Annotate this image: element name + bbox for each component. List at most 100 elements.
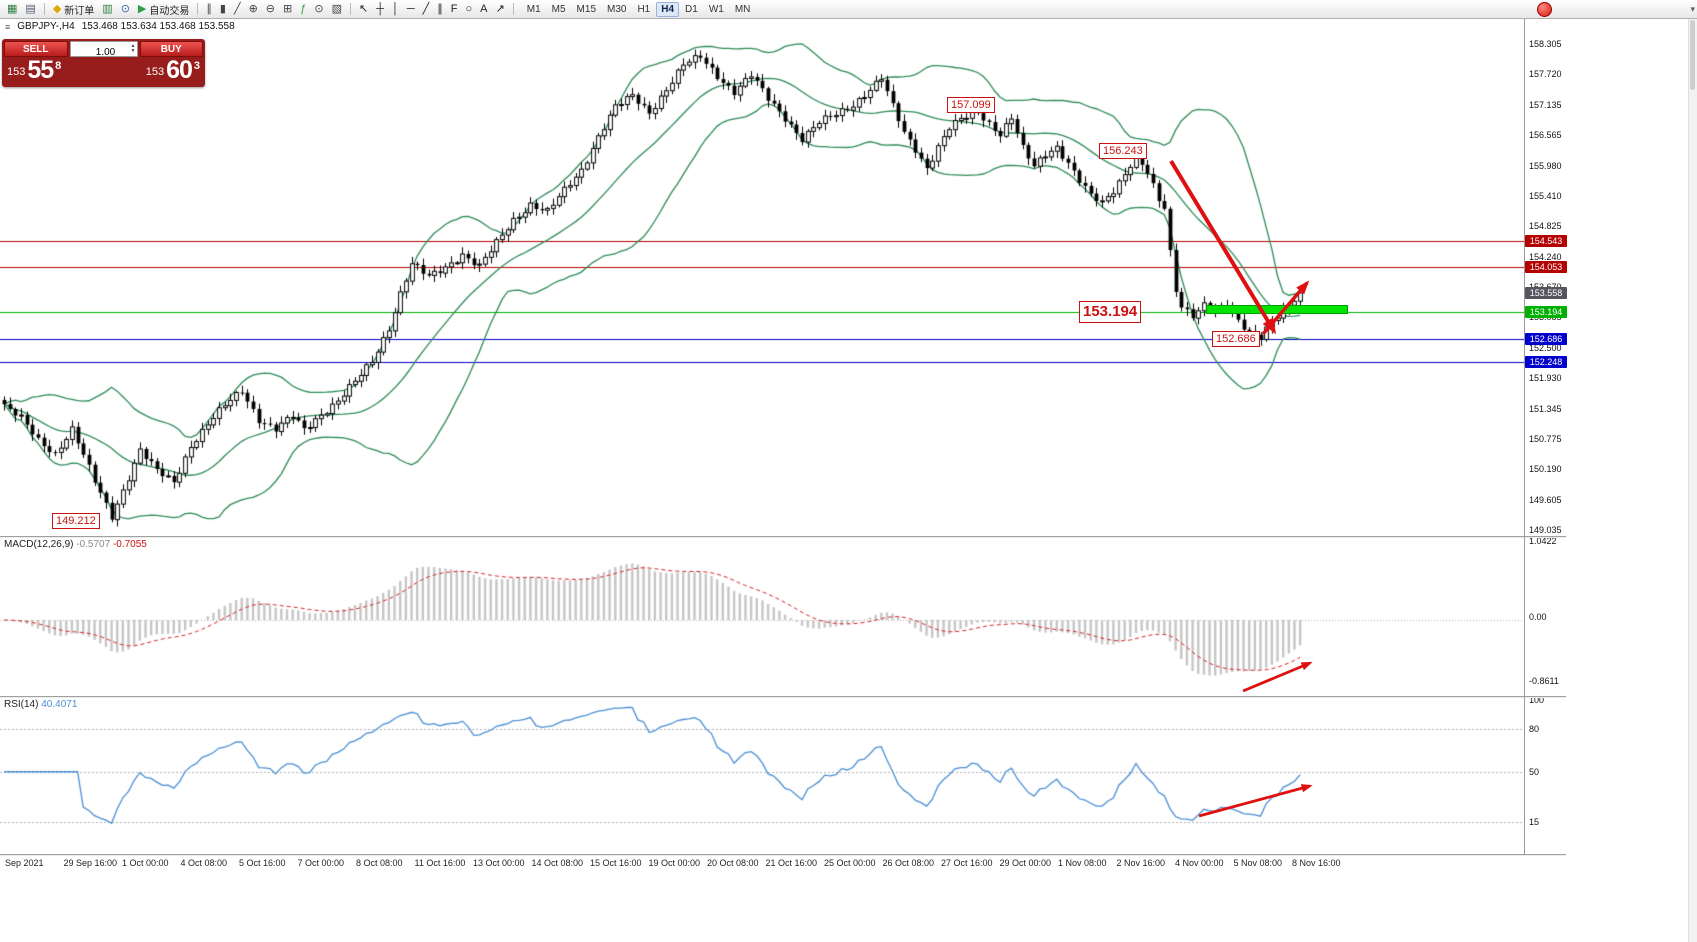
time-axis-label: 4 Oct 08:00 <box>180 858 228 868</box>
chart-line-icon: ╱ <box>233 2 241 15</box>
buy-price[interactable]: 153 60 3 <box>146 58 200 83</box>
time-axis-separator <box>0 854 1566 855</box>
chart-line-button[interactable]: ╱ <box>230 0 245 18</box>
time-axis-label: 1 Nov 08:00 <box>1058 858 1107 868</box>
text-icon: A <box>480 2 488 15</box>
tile-windows-button[interactable]: ⊞ <box>279 0 296 18</box>
crosshair-button[interactable]: ┼ <box>372 0 388 18</box>
vertical-scrollbar[interactable] <box>1688 18 1697 942</box>
chart-bars-icon: ∥ <box>206 2 212 15</box>
new-chart-button[interactable]: ▦ <box>3 0 21 18</box>
spinner-down-icon[interactable]: ▼ <box>130 48 136 54</box>
new-chart-icon: ▦ <box>7 2 18 15</box>
toolbar-separator <box>43 3 45 15</box>
rsi-axis-tick: 15 <box>1529 816 1540 827</box>
timeframe-mn-button[interactable]: MN <box>734 3 751 15</box>
trendline-icon: ╱ <box>422 2 430 15</box>
scrollbar-thumb[interactable] <box>1690 20 1695 90</box>
macd-signal-value: -0.7055 <box>112 539 147 550</box>
macd-name: MACD(12,26,9) <box>4 539 74 550</box>
chart-candles-icon: ▮ <box>219 2 226 15</box>
price-axis-tick: 157.135 <box>1529 99 1562 110</box>
pane-separator[interactable] <box>0 536 1566 537</box>
rsi-pane-canvas[interactable] <box>0 697 1524 854</box>
chart-bars-button[interactable]: ∥ <box>202 0 216 18</box>
volume-spinner[interactable]: ▲ ▼ <box>131 42 136 56</box>
arrows-tool-button[interactable]: ↗ <box>492 0 509 18</box>
time-axis-label: 25 Oct 00:00 <box>824 858 876 868</box>
macd-indicator-label: MACD(12,26,9) -0.5707 -0.7055 <box>4 539 147 550</box>
navigator-icon: ⊙ <box>120 2 130 15</box>
buy-price-sup: 3 <box>193 60 200 72</box>
zoom-out-icon: ⊖ <box>265 2 275 15</box>
toolbar-overflow-icon[interactable]: ▾ <box>1690 4 1695 14</box>
trendline-button[interactable]: ╱ <box>419 0 434 18</box>
horizontal-line-button[interactable]: ─ <box>403 0 419 18</box>
time-axis-label: 2 Nov 16:00 <box>1116 858 1166 868</box>
fibonacci-button[interactable]: F <box>447 0 462 18</box>
macd-pane-canvas[interactable] <box>0 537 1524 696</box>
tile-windows-icon: ⊞ <box>283 2 293 15</box>
time-axis-label: 29 Sep 16:00 <box>63 858 118 868</box>
toolbar-separator <box>349 3 351 15</box>
new-order-button[interactable]: ◆ 新订单 <box>49 0 98 18</box>
price-annotation-label[interactable]: 153.194 <box>1079 301 1142 323</box>
sell-price[interactable]: 153 55 8 <box>7 58 61 83</box>
autotrading-button[interactable]: ▶ 自动交易 <box>134 0 193 18</box>
timeframe-m15-button[interactable]: M15 <box>576 3 596 15</box>
market-watch-button[interactable]: ▥ <box>98 0 116 18</box>
timeframe-h4-button[interactable]: H4 <box>656 1 680 17</box>
time-axis-label: 29 Oct 00:00 <box>999 858 1052 868</box>
shapes-button[interactable]: ○ <box>462 0 477 18</box>
timeframe-w1-button[interactable]: W1 <box>708 3 724 15</box>
time-axis-label: 14 Oct 08:00 <box>531 858 584 868</box>
macd-axis-tick: 0.00 <box>1529 612 1547 622</box>
arrows-tool-icon: ↗ <box>495 2 505 15</box>
volume-input[interactable] <box>70 45 149 60</box>
periods-button[interactable]: ⊙ <box>310 0 327 18</box>
zoom-out-button[interactable]: ⊖ <box>262 0 279 18</box>
navigator-button[interactable]: ⊙ <box>117 0 134 18</box>
zoom-in-button[interactable]: ⊕ <box>245 0 262 18</box>
time-axis-label: 5 Oct 16:00 <box>239 858 286 868</box>
autotrading-icon: ▶ <box>137 2 147 15</box>
support-highlight-bar[interactable] <box>1206 305 1348 314</box>
timeframe-m5-button[interactable]: M5 <box>551 3 566 15</box>
time-axis-label: 21 Oct 16:00 <box>765 858 818 868</box>
time-axis-label: 5 Nov 08:00 <box>1233 858 1283 868</box>
buy-button[interactable]: BUY <box>139 41 203 57</box>
price-axis-tick: 156.565 <box>1529 130 1562 141</box>
sell-button[interactable]: SELL <box>4 41 68 57</box>
time-axis-label: 7 Oct 00:00 <box>297 858 345 868</box>
templates-icon: ▧ <box>331 2 342 15</box>
time-axis-label: 8 Nov 16:00 <box>1292 858 1341 868</box>
market-watch-icon: ▥ <box>102 2 113 15</box>
price-axis-tick: 151.345 <box>1529 403 1562 414</box>
time-axis-label: 26 Oct 08:00 <box>882 858 935 868</box>
profiles-button[interactable]: ▤ <box>21 0 39 18</box>
spinner-up-icon[interactable]: ▲ <box>130 43 136 49</box>
chart-icon: ≡ <box>5 21 11 32</box>
timeframe-h1-button[interactable]: H1 <box>637 3 651 15</box>
price-annotation-label[interactable]: 149.212 <box>52 513 100 529</box>
pane-separator[interactable] <box>0 696 1566 697</box>
price-annotation-label[interactable]: 156.243 <box>1099 143 1147 159</box>
timeframe-d1-button[interactable]: D1 <box>685 3 698 15</box>
price-annotation-label[interactable]: 152.686 <box>1212 331 1260 347</box>
timeframe-m30-button[interactable]: M30 <box>607 3 627 15</box>
new-order-label: 新订单 <box>64 5 95 17</box>
templates-button[interactable]: ▧ <box>328 0 346 18</box>
time-axis-label: 11 Oct 16:00 <box>414 858 466 868</box>
timeframe-m1-button[interactable]: M1 <box>526 3 541 15</box>
indicators-button[interactable]: ƒ <box>296 0 310 18</box>
price-axis-tick: 150.775 <box>1529 433 1562 444</box>
vertical-line-button[interactable]: │ <box>388 0 403 18</box>
price-annotation-label[interactable]: 157.099 <box>947 97 995 113</box>
text-button[interactable]: A <box>476 0 491 18</box>
chart-candles-button[interactable]: ▮ <box>216 0 230 18</box>
notification-icon[interactable] <box>1537 2 1552 17</box>
channel-button[interactable]: ∥ <box>433 0 447 18</box>
cursor-button[interactable]: ↖ <box>355 0 372 18</box>
new-order-icon: ◆ <box>52 2 62 15</box>
price-chart-canvas[interactable] <box>0 18 1524 536</box>
